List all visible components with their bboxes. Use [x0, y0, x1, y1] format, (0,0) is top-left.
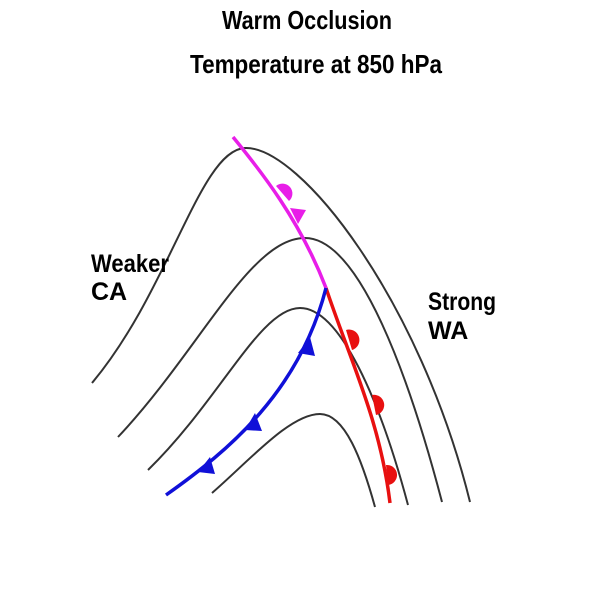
label-line: Strong	[428, 288, 496, 316]
label-line: WA	[428, 317, 468, 345]
cold-front	[164, 287, 328, 497]
front-line	[164, 287, 328, 497]
front-symbol	[372, 394, 385, 415]
occluded-front	[231, 135, 328, 289]
isotherm	[211, 412, 376, 508]
warm-front	[324, 287, 398, 504]
front-symbol	[386, 464, 398, 485]
label-line: CA	[91, 278, 127, 306]
front-line	[231, 135, 328, 289]
front-symbol	[346, 329, 360, 350]
isotherms	[91, 146, 471, 508]
front-symbol	[290, 208, 306, 224]
front-symbol	[298, 337, 315, 356]
front-symbol	[245, 413, 262, 431]
label-line: Weaker	[91, 250, 169, 278]
front-symbol	[198, 457, 215, 474]
title: Warm Occlusion	[222, 5, 392, 35]
isotherm	[91, 146, 471, 503]
subtitle: Temperature at 850 hPa	[190, 49, 442, 79]
isotherm	[117, 236, 443, 503]
front-line	[324, 287, 392, 504]
front-symbol	[276, 183, 293, 201]
